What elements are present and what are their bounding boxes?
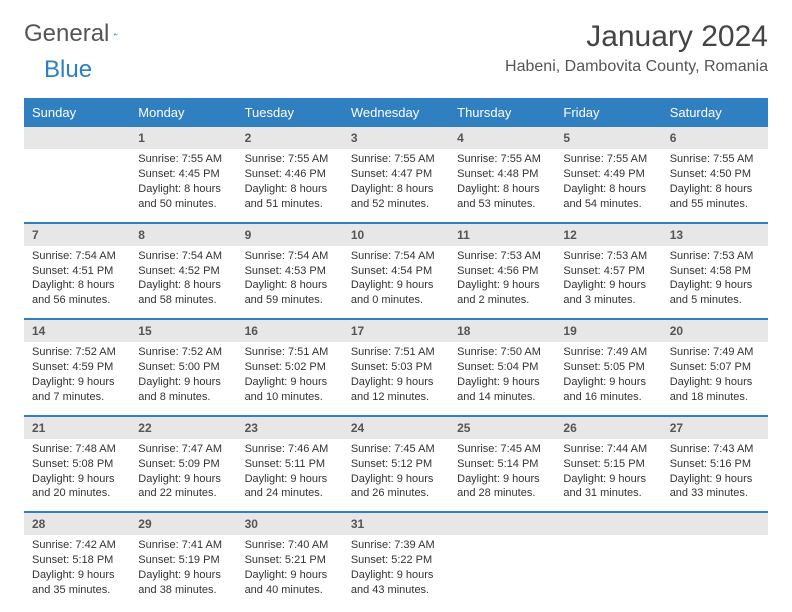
day-number bbox=[662, 512, 768, 535]
day-number: 28 bbox=[24, 512, 130, 535]
day-header: Saturday bbox=[662, 99, 768, 126]
day-number: 5 bbox=[555, 126, 661, 149]
day-detail: Sunrise: 7:50 AM Sunset: 5:04 PM Dayligh… bbox=[449, 342, 555, 415]
day-number: 14 bbox=[24, 319, 130, 342]
day-detail: Sunrise: 7:44 AM Sunset: 5:15 PM Dayligh… bbox=[555, 439, 661, 512]
day-detail bbox=[662, 535, 768, 607]
day-detail: Sunrise: 7:52 AM Sunset: 5:00 PM Dayligh… bbox=[130, 342, 236, 415]
day-detail: Sunrise: 7:52 AM Sunset: 4:59 PM Dayligh… bbox=[24, 342, 130, 415]
day-number: 18 bbox=[449, 319, 555, 342]
day-detail: Sunrise: 7:55 AM Sunset: 4:47 PM Dayligh… bbox=[343, 149, 449, 222]
day-detail: Sunrise: 7:51 AM Sunset: 5:02 PM Dayligh… bbox=[237, 342, 343, 415]
day-header: Tuesday bbox=[237, 99, 343, 126]
day-header: Friday bbox=[555, 99, 661, 126]
day-number: 9 bbox=[237, 223, 343, 246]
day-detail: Sunrise: 7:39 AM Sunset: 5:22 PM Dayligh… bbox=[343, 535, 449, 607]
day-number: 20 bbox=[662, 319, 768, 342]
calendar-table: Sunday Monday Tuesday Wednesday Thursday… bbox=[24, 98, 768, 608]
day-header: Sunday bbox=[24, 99, 130, 126]
day-detail: Sunrise: 7:54 AM Sunset: 4:51 PM Dayligh… bbox=[24, 246, 130, 319]
day-detail: Sunrise: 7:49 AM Sunset: 5:05 PM Dayligh… bbox=[555, 342, 661, 415]
daynum-row: 14151617181920 bbox=[24, 319, 768, 342]
day-detail: Sunrise: 7:54 AM Sunset: 4:53 PM Dayligh… bbox=[237, 246, 343, 319]
day-detail: Sunrise: 7:55 AM Sunset: 4:48 PM Dayligh… bbox=[449, 149, 555, 222]
logo-text-general: General bbox=[24, 20, 109, 48]
day-detail: Sunrise: 7:45 AM Sunset: 5:14 PM Dayligh… bbox=[449, 439, 555, 512]
logo-text-blue: Blue bbox=[44, 56, 92, 83]
day-detail bbox=[555, 535, 661, 607]
day-number: 7 bbox=[24, 223, 130, 246]
day-number: 17 bbox=[343, 319, 449, 342]
day-number: 26 bbox=[555, 416, 661, 439]
day-header-row: Sunday Monday Tuesday Wednesday Thursday… bbox=[24, 99, 768, 126]
day-detail bbox=[24, 149, 130, 222]
day-number bbox=[449, 512, 555, 535]
month-title: January 2024 bbox=[505, 20, 768, 54]
day-detail: Sunrise: 7:53 AM Sunset: 4:57 PM Dayligh… bbox=[555, 246, 661, 319]
daynum-row: 78910111213 bbox=[24, 223, 768, 246]
day-number: 23 bbox=[237, 416, 343, 439]
day-detail: Sunrise: 7:41 AM Sunset: 5:19 PM Dayligh… bbox=[130, 535, 236, 607]
daynum-row: 21222324252627 bbox=[24, 416, 768, 439]
detail-row: Sunrise: 7:48 AM Sunset: 5:08 PM Dayligh… bbox=[24, 439, 768, 512]
detail-row: Sunrise: 7:52 AM Sunset: 4:59 PM Dayligh… bbox=[24, 342, 768, 415]
day-number: 22 bbox=[130, 416, 236, 439]
day-number: 6 bbox=[662, 126, 768, 149]
day-detail: Sunrise: 7:55 AM Sunset: 4:46 PM Dayligh… bbox=[237, 149, 343, 222]
day-number: 31 bbox=[343, 512, 449, 535]
day-detail: Sunrise: 7:43 AM Sunset: 5:16 PM Dayligh… bbox=[662, 439, 768, 512]
day-number: 10 bbox=[343, 223, 449, 246]
day-number: 30 bbox=[237, 512, 343, 535]
day-number: 19 bbox=[555, 319, 661, 342]
detail-row: Sunrise: 7:42 AM Sunset: 5:18 PM Dayligh… bbox=[24, 535, 768, 607]
day-detail: Sunrise: 7:42 AM Sunset: 5:18 PM Dayligh… bbox=[24, 535, 130, 607]
day-detail: Sunrise: 7:54 AM Sunset: 4:54 PM Dayligh… bbox=[343, 246, 449, 319]
day-number: 29 bbox=[130, 512, 236, 535]
day-detail: Sunrise: 7:53 AM Sunset: 4:58 PM Dayligh… bbox=[662, 246, 768, 319]
day-number: 16 bbox=[237, 319, 343, 342]
day-detail: Sunrise: 7:40 AM Sunset: 5:21 PM Dayligh… bbox=[237, 535, 343, 607]
day-detail: Sunrise: 7:53 AM Sunset: 4:56 PM Dayligh… bbox=[449, 246, 555, 319]
day-detail: Sunrise: 7:54 AM Sunset: 4:52 PM Dayligh… bbox=[130, 246, 236, 319]
day-header: Monday bbox=[130, 99, 236, 126]
day-detail: Sunrise: 7:55 AM Sunset: 4:45 PM Dayligh… bbox=[130, 149, 236, 222]
day-number: 15 bbox=[130, 319, 236, 342]
daynum-row: 123456 bbox=[24, 126, 768, 149]
day-detail: Sunrise: 7:55 AM Sunset: 4:49 PM Dayligh… bbox=[555, 149, 661, 222]
day-number: 12 bbox=[555, 223, 661, 246]
day-number: 8 bbox=[130, 223, 236, 246]
day-number: 4 bbox=[449, 126, 555, 149]
day-number bbox=[24, 126, 130, 149]
daynum-row: 28293031 bbox=[24, 512, 768, 535]
day-detail: Sunrise: 7:55 AM Sunset: 4:50 PM Dayligh… bbox=[662, 149, 768, 222]
day-header: Thursday bbox=[449, 99, 555, 126]
detail-row: Sunrise: 7:55 AM Sunset: 4:45 PM Dayligh… bbox=[24, 149, 768, 222]
day-number bbox=[555, 512, 661, 535]
day-detail: Sunrise: 7:45 AM Sunset: 5:12 PM Dayligh… bbox=[343, 439, 449, 512]
day-number: 1 bbox=[130, 126, 236, 149]
day-detail: Sunrise: 7:48 AM Sunset: 5:08 PM Dayligh… bbox=[24, 439, 130, 512]
day-header: Wednesday bbox=[343, 99, 449, 126]
logo-sail-icon bbox=[113, 25, 118, 43]
day-number: 3 bbox=[343, 126, 449, 149]
detail-row: Sunrise: 7:54 AM Sunset: 4:51 PM Dayligh… bbox=[24, 246, 768, 319]
day-detail bbox=[449, 535, 555, 607]
day-detail: Sunrise: 7:49 AM Sunset: 5:07 PM Dayligh… bbox=[662, 342, 768, 415]
day-detail: Sunrise: 7:51 AM Sunset: 5:03 PM Dayligh… bbox=[343, 342, 449, 415]
day-detail: Sunrise: 7:46 AM Sunset: 5:11 PM Dayligh… bbox=[237, 439, 343, 512]
day-number: 27 bbox=[662, 416, 768, 439]
day-number: 11 bbox=[449, 223, 555, 246]
day-number: 2 bbox=[237, 126, 343, 149]
day-number: 24 bbox=[343, 416, 449, 439]
day-number: 25 bbox=[449, 416, 555, 439]
logo: General bbox=[24, 20, 141, 48]
day-number: 21 bbox=[24, 416, 130, 439]
day-detail: Sunrise: 7:47 AM Sunset: 5:09 PM Dayligh… bbox=[130, 439, 236, 512]
day-number: 13 bbox=[662, 223, 768, 246]
